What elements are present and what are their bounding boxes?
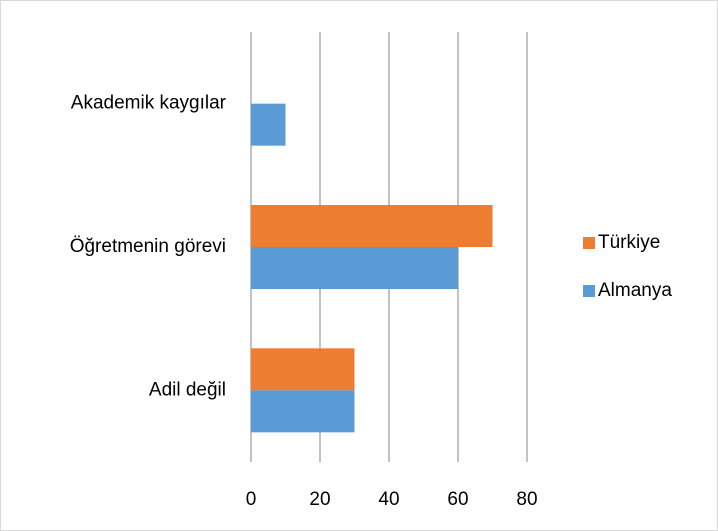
legend-label: Türkiye (598, 232, 660, 253)
y-tick-label: Akademik kaygılar (71, 93, 227, 114)
legend-swatch (583, 285, 595, 297)
legend-swatch (583, 237, 595, 249)
x-tick-label: 40 (378, 489, 399, 510)
bar (251, 247, 458, 289)
bar (251, 390, 355, 433)
x-tick-label: 80 (516, 489, 537, 510)
bar (251, 348, 355, 391)
y-tick-label: Öğretmenin görevi (70, 236, 226, 257)
y-tick-label: Adil değil (149, 379, 226, 400)
bar (251, 103, 286, 146)
x-tick-label: 0 (246, 489, 257, 510)
x-tick-label: 20 (309, 489, 330, 510)
bar (251, 205, 493, 247)
legend-label: Almanya (598, 280, 672, 301)
x-tick-label: 60 (447, 489, 468, 510)
